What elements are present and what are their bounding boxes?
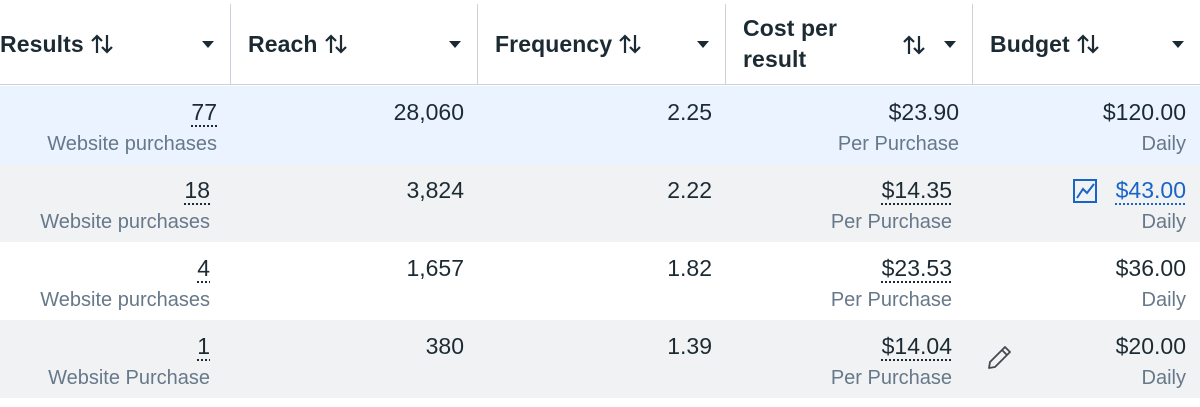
results-label: Website purchases	[40, 211, 210, 233]
cost-label: Per Purchase	[830, 211, 952, 233]
column-header-cost-per-result[interactable]: Cost per result	[726, 4, 973, 84]
table-row[interactable]: 77 Website purchases 28,060 2.25 $23.90 …	[0, 86, 1200, 164]
cost-value[interactable]: $14.35	[881, 177, 952, 203]
results-cell: 1 Website Purchase	[0, 320, 210, 398]
table-row[interactable]: 18 Website purchases 3,824 2.22 $14.35 P…	[0, 164, 1200, 242]
cost-value: $23.90	[888, 99, 959, 125]
budget-cell: $20.00 Daily	[973, 320, 1186, 398]
cost-label: Per Purchase	[830, 367, 952, 389]
budget-label: Daily	[1141, 367, 1186, 389]
dropdown-caret-icon[interactable]	[202, 41, 214, 48]
budget-value-link[interactable]: $43.00	[1115, 177, 1186, 203]
column-header-results[interactable]: Results	[0, 4, 231, 84]
results-cell: 4 Website purchases	[0, 242, 210, 320]
dropdown-caret-icon[interactable]	[1172, 41, 1184, 48]
frequency-value: 1.39	[667, 333, 712, 359]
reach-cell: 3,824	[231, 164, 464, 242]
results-value[interactable]: 18	[184, 177, 210, 203]
column-label-cost-line2: result	[743, 46, 807, 72]
frequency-value: 2.25	[667, 99, 712, 125]
results-label: Website Purchase	[48, 367, 210, 389]
frequency-value: 2.22	[667, 177, 712, 203]
cost-value[interactable]: $23.53	[881, 255, 952, 281]
reach-value: 28,060	[393, 99, 464, 125]
line-chart-icon[interactable]	[1072, 178, 1098, 204]
sort-arrows-icon[interactable]	[902, 34, 926, 56]
budget-cell: $120.00 Daily	[973, 86, 1186, 164]
reach-cell: 28,060	[231, 86, 464, 164]
sort-arrows-icon[interactable]	[618, 33, 642, 55]
reach-cell: 1,657	[231, 242, 464, 320]
sort-arrows-icon[interactable]	[324, 33, 348, 55]
budget-cell: $43.00 Daily	[973, 164, 1186, 242]
results-value[interactable]: 77	[191, 99, 217, 125]
column-header-reach[interactable]: Reach	[231, 4, 478, 84]
column-label-reach: Reach	[248, 30, 318, 57]
budget-cell: $36.00 Daily	[973, 242, 1186, 320]
frequency-cell: 1.39	[478, 320, 712, 398]
reach-cell: 380	[231, 320, 464, 398]
column-label-cost-line1: Cost per	[743, 15, 838, 41]
column-label-frequency: Frequency	[495, 30, 613, 57]
results-cell: 18 Website purchases	[0, 164, 210, 242]
cost-value[interactable]: $14.04	[881, 333, 952, 359]
budget-label: Daily	[1141, 133, 1186, 155]
cost-label: Per Purchase	[830, 289, 952, 311]
results-cell: 77 Website purchases	[0, 86, 217, 164]
cost-cell: $14.35 Per Purchase	[726, 164, 952, 242]
frequency-cell: 2.25	[478, 86, 712, 164]
table-header: Results Reach Frequency	[0, 4, 1200, 85]
budget-label: Daily	[1141, 211, 1186, 233]
pencil-icon[interactable]	[985, 342, 1015, 372]
reach-value: 1,657	[406, 255, 464, 281]
dropdown-caret-icon[interactable]	[449, 41, 461, 48]
results-label: Website purchases	[40, 289, 210, 311]
column-header-frequency[interactable]: Frequency	[478, 4, 726, 84]
frequency-cell: 2.22	[478, 164, 712, 242]
table-row[interactable]: 4 Website purchases 1,657 1.82 $23.53 Pe…	[0, 242, 1200, 320]
column-label-results: Results	[0, 30, 84, 57]
results-value[interactable]: 4	[197, 255, 210, 281]
cost-cell: $14.04 Per Purchase	[726, 320, 952, 398]
cost-label: Per Purchase	[837, 133, 959, 155]
frequency-value: 1.82	[667, 255, 712, 281]
frequency-cell: 1.82	[478, 242, 712, 320]
budget-value: $20.00	[1115, 333, 1186, 359]
cost-cell: $23.53 Per Purchase	[726, 242, 952, 320]
table-row[interactable]: 1 Website Purchase 380 1.39 $14.04 Per P…	[0, 320, 1200, 398]
sort-arrows-icon[interactable]	[1076, 33, 1100, 55]
column-label-cost-per-result: Cost per result	[743, 13, 837, 75]
budget-label: Daily	[1141, 289, 1186, 311]
reach-value: 380	[425, 333, 464, 359]
budget-value: $36.00	[1115, 255, 1186, 281]
reach-value: 3,824	[406, 177, 464, 203]
cost-cell: $23.90 Per Purchase	[726, 86, 959, 164]
dropdown-caret-icon[interactable]	[697, 41, 709, 48]
results-value[interactable]: 1	[197, 333, 210, 359]
dropdown-caret-icon[interactable]	[944, 41, 956, 48]
sort-arrows-icon[interactable]	[90, 33, 114, 55]
budget-value: $120.00	[1102, 99, 1186, 125]
column-label-budget: Budget	[990, 30, 1070, 57]
column-header-budget[interactable]: Budget	[973, 4, 1200, 84]
results-label: Website purchases	[47, 133, 217, 155]
